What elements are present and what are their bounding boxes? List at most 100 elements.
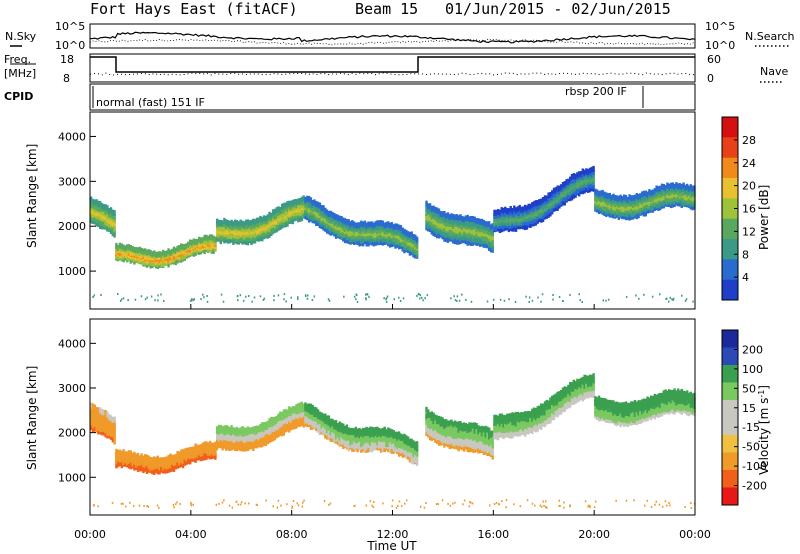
data-cell (461, 293, 463, 296)
data-cell (446, 420, 450, 427)
data-cell (509, 413, 512, 420)
data-cell (288, 200, 291, 207)
data-cell (498, 223, 502, 229)
data-cell (133, 246, 136, 253)
data-cell (558, 202, 561, 209)
data-cell (569, 176, 572, 183)
data-cell (223, 221, 226, 228)
data-cell (275, 212, 278, 219)
data-cell (603, 414, 606, 421)
data-cell (466, 427, 469, 434)
data-cell (466, 239, 469, 246)
data-cell (623, 210, 626, 217)
data-cell (297, 216, 300, 223)
data-cell (298, 215, 302, 222)
data-cell (621, 213, 624, 220)
data-cell (383, 426, 386, 433)
data-cell (129, 461, 132, 468)
data-cell (630, 207, 633, 214)
data-cell (422, 299, 424, 302)
data-cell (145, 249, 149, 256)
data-cell (279, 428, 282, 435)
data-cell (243, 427, 246, 434)
data-cell (392, 230, 395, 237)
data-cell (244, 238, 248, 245)
data-cell (225, 425, 228, 432)
data-cell (635, 401, 638, 408)
data-cell (329, 421, 332, 428)
data-cell (412, 456, 415, 463)
data-cell (574, 176, 577, 183)
data-cell (311, 408, 314, 415)
data-cell (628, 204, 631, 211)
data-cell (228, 232, 231, 239)
data-cell (248, 433, 251, 440)
data-cell (601, 398, 604, 404)
data-cell (352, 428, 356, 435)
data-cell (453, 227, 457, 233)
data-cell (590, 389, 593, 396)
data-cell (605, 205, 608, 212)
data-cell (665, 298, 667, 300)
data-cell (561, 195, 565, 202)
data-cell (592, 172, 595, 179)
data-cell (354, 230, 358, 237)
data-cell (666, 182, 669, 189)
data-cell (603, 397, 606, 404)
data-cell (453, 238, 457, 245)
data-cell (434, 436, 437, 443)
data-cell (470, 501, 472, 504)
data-cell (221, 444, 224, 451)
data-cell (257, 235, 260, 242)
data-cell (551, 206, 554, 213)
data-cell (336, 431, 340, 438)
data-cell (361, 431, 365, 438)
data-cell (651, 406, 655, 413)
data-cell (401, 451, 404, 458)
data-cell (318, 429, 322, 436)
data-cell (430, 434, 433, 441)
data-cell (612, 197, 615, 204)
data-cell (392, 224, 395, 231)
data-cell (556, 193, 559, 200)
data-cell (554, 402, 557, 409)
data-cell (569, 189, 572, 196)
data-cell (354, 426, 358, 433)
data-cell (257, 425, 260, 432)
data-cell (563, 181, 566, 188)
data-cell (295, 408, 298, 415)
data-cell (271, 424, 275, 430)
data-cell (234, 427, 237, 434)
data-cell (427, 421, 430, 428)
data-cell (415, 449, 419, 456)
data-cell (443, 427, 446, 434)
data-cell (578, 293, 580, 296)
data-cell (664, 406, 667, 413)
data-cell (432, 428, 435, 435)
data-cell (496, 424, 500, 431)
data-cell (342, 423, 345, 430)
data-cell (650, 399, 653, 406)
data-cell (290, 296, 292, 299)
data-cell (237, 428, 240, 435)
data-cell (632, 195, 635, 202)
data-cell (691, 189, 694, 196)
data-cell (223, 225, 226, 232)
data-cell (480, 439, 484, 446)
data-cell (642, 210, 646, 217)
data-cell (574, 397, 577, 404)
data-cell (597, 407, 601, 414)
data-cell (579, 387, 583, 394)
data-cell (653, 413, 656, 420)
data-cell (462, 431, 466, 437)
data-cell (304, 294, 307, 297)
data-cell (302, 417, 305, 423)
data-cell (473, 216, 476, 223)
data-cell (255, 217, 259, 224)
data-cell (358, 222, 361, 229)
data-cell (194, 456, 197, 463)
data-cell (668, 190, 671, 196)
data-cell (693, 185, 696, 192)
data-cell (259, 432, 262, 439)
data-cell (505, 217, 509, 224)
